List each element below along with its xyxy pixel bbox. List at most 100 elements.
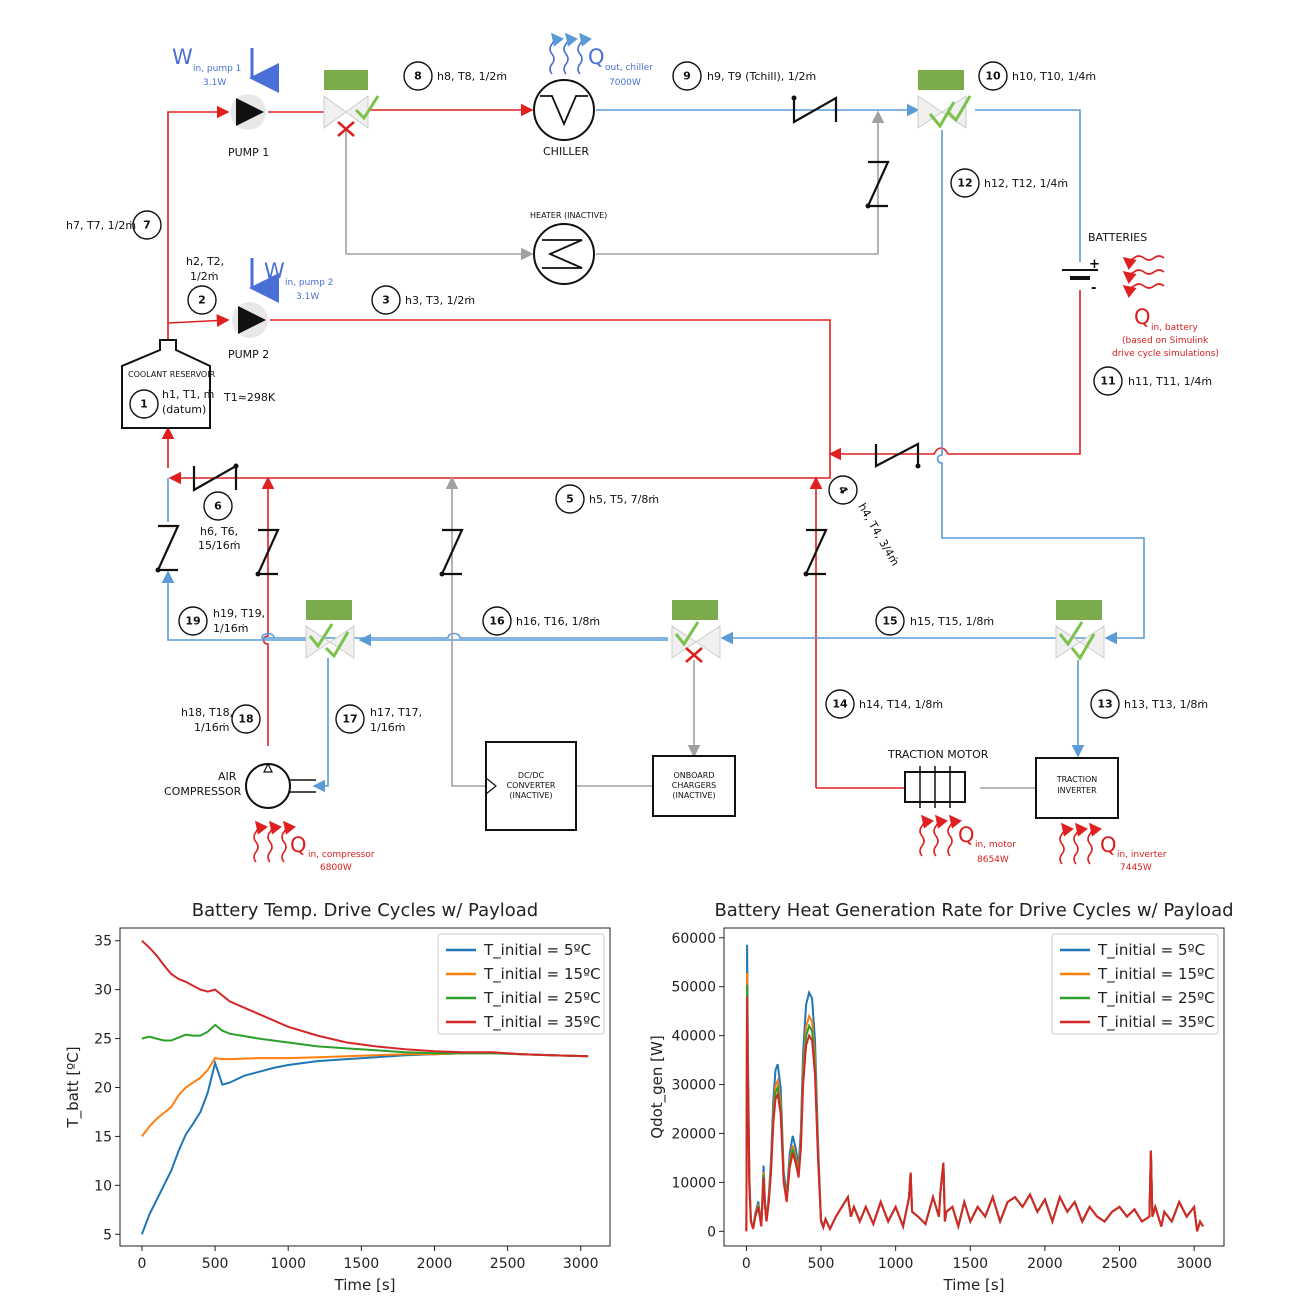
state-points xyxy=(129,61,1123,734)
state-7-label: h7, T7, 1/2ṁ xyxy=(66,219,136,232)
legend-entry: T_initial = 35ºC xyxy=(1097,1013,1215,1032)
y-tick-label: 10000 xyxy=(671,1175,716,1191)
batteries: + - BATTERIES Q in, battery (based on Si… xyxy=(1062,231,1219,359)
legend-entry: T_initial = 15ºC xyxy=(483,965,601,984)
valve-pump1-outlet xyxy=(323,70,380,137)
battery-minus: - xyxy=(1091,281,1096,296)
x-tick-label: 2000 xyxy=(1027,1256,1063,1272)
motor-heat-in-arrows-icon xyxy=(919,814,962,857)
y-tick-label: 15 xyxy=(94,1129,112,1145)
state-10: 10 xyxy=(985,70,1001,83)
state-8: 8 xyxy=(414,70,422,83)
check-valves xyxy=(156,96,920,576)
inverter-heat-sub: in, inverter xyxy=(1117,850,1167,860)
check-valve-9 xyxy=(792,96,838,124)
state-11-label: h11, T11, 1/4ṁ xyxy=(1128,375,1212,388)
plot-frame xyxy=(723,927,1225,1247)
state-15: 15 xyxy=(882,615,897,628)
chart-title: Battery Temp. Drive Cycles w/ Payload xyxy=(192,900,538,921)
state-3-label: h3, T3, 1/2ṁ xyxy=(405,294,475,307)
battery-plus: + xyxy=(1089,257,1100,272)
y-axis-label: Qdot_gen [W] xyxy=(648,1035,667,1138)
state-15-label: h15, T15, 1/8ṁ xyxy=(910,615,994,628)
series-line-2 xyxy=(141,1052,589,1138)
batteries-label: BATTERIES xyxy=(1088,231,1147,244)
onboard-chargers: ONBOARD CHARGERS (INACTIVE) xyxy=(652,755,736,817)
state-17: 17 xyxy=(342,713,357,726)
battery-heat-in-arrows-icon xyxy=(1122,255,1165,298)
pump-2-power: 3.1W xyxy=(296,292,319,302)
y-tick-label: 10 xyxy=(94,1178,112,1194)
state-9-label: h9, T9 (Tchill), 1/2ṁ xyxy=(707,70,816,83)
motor-heat-sub: in, motor xyxy=(975,840,1016,850)
check-valve-19 xyxy=(156,524,180,572)
pump-1-work-sub: in, pump 1 xyxy=(193,64,241,74)
compressor-power: 6800W xyxy=(320,863,352,873)
state-9: 9 xyxy=(683,70,691,83)
chart-title: Battery Heat Generation Rate for Drive C… xyxy=(714,900,1233,921)
series-line-1 xyxy=(140,1052,589,1235)
x-tick-label: 2500 xyxy=(490,1256,526,1272)
gray-coolant-lines xyxy=(345,110,1036,789)
heater-label: HEATER (INACTIVE) xyxy=(530,211,607,220)
dcdc-converter: DC/DC CONVERTER (INACTIVE) xyxy=(485,741,577,831)
chiller-label: CHILLER xyxy=(543,145,589,158)
state-18-label-b: 1/16ṁ xyxy=(194,721,229,734)
svg-text:CHARGERS: CHARGERS xyxy=(672,781,717,790)
x-tick-label: 3000 xyxy=(1176,1256,1212,1272)
x-tick-label: 1000 xyxy=(270,1256,306,1272)
motor-label: TRACTION MOTOR xyxy=(887,748,989,761)
battery-note-2: drive cycle simulations) xyxy=(1112,349,1219,359)
state-6-label-b: 15/16ṁ xyxy=(198,539,240,552)
svg-text:ONBOARD: ONBOARD xyxy=(674,771,715,780)
chiller-heat-symbol: Q xyxy=(588,45,605,69)
pump-2-label: PUMP 2 xyxy=(228,348,269,361)
x-tick-label: 500 xyxy=(808,1256,835,1272)
y-tick-label: 0 xyxy=(707,1224,716,1240)
svg-text:(INACTIVE): (INACTIVE) xyxy=(672,791,715,800)
check-valve-16 xyxy=(440,528,464,576)
state-14-label: h14, T14, 1/8ṁ xyxy=(859,698,943,711)
x-tick-label: 0 xyxy=(742,1256,751,1272)
pump-1-label: PUMP 1 xyxy=(228,146,269,159)
chiller: CHILLER Q out, chiller 7000W xyxy=(533,32,653,158)
reservoir-label: COOLANT RESERVOIR xyxy=(128,370,216,379)
motor-heat-symbol: Q xyxy=(958,823,975,847)
check-valve-heater-return xyxy=(866,160,890,208)
x-axis-label: Time [s] xyxy=(943,1276,1005,1294)
state-17-label-a: h17, T17, xyxy=(370,706,422,719)
valve-inverter xyxy=(1055,600,1105,661)
pump-1-power: 3.1W xyxy=(203,78,226,88)
valve-battery-inlet xyxy=(917,70,972,129)
reservoir-state-1: h1, T1, ṁ xyxy=(162,388,214,401)
x-tick-label: 2500 xyxy=(1102,1256,1138,1272)
compressor-label-1: AIR xyxy=(218,770,237,783)
inverter-power: 7445W xyxy=(1120,863,1152,873)
motor-power: 8654W xyxy=(977,855,1009,865)
legend-entry: T_initial = 15ºC xyxy=(1097,965,1215,984)
y-tick-label: 20 xyxy=(94,1080,112,1096)
check-valve-6 xyxy=(192,464,238,492)
traction-inverter: TRACTION INVERTER Q in, inverter 7445W xyxy=(1035,757,1167,873)
legend-entry: T_initial = 5ºC xyxy=(1097,941,1205,960)
x-tick-label: 3000 xyxy=(563,1256,599,1272)
state-13-label: h13, T13, 1/8ṁ xyxy=(1124,698,1208,711)
state-4-label: h4, T4, 3/4ṁ xyxy=(855,501,901,568)
state-5-label: h5, T5, 7/8ṁ xyxy=(589,493,659,506)
state-17-label-b: 1/16ṁ xyxy=(370,721,405,734)
y-tick-label: 40000 xyxy=(671,1029,716,1045)
y-tick-label: 60000 xyxy=(671,931,716,947)
heater: HEATER (INACTIVE) xyxy=(530,211,607,285)
check-valve-18 xyxy=(256,528,280,576)
y-tick-label: 5 xyxy=(103,1227,112,1243)
reservoir-state-2: (datum) xyxy=(162,403,206,416)
red-coolant-lines xyxy=(161,103,1081,789)
x-tick-label: 500 xyxy=(202,1256,229,1272)
state-1: 1 xyxy=(140,398,148,411)
legend-entry: T_initial = 25ºC xyxy=(1097,989,1215,1008)
state-18-label-a: h18, T18, xyxy=(181,706,233,719)
legend-box xyxy=(1051,933,1219,1035)
state-10-label: h10, T10, 1/4ṁ xyxy=(1012,70,1096,83)
reservoir-temp: T1≈298K xyxy=(223,391,276,404)
